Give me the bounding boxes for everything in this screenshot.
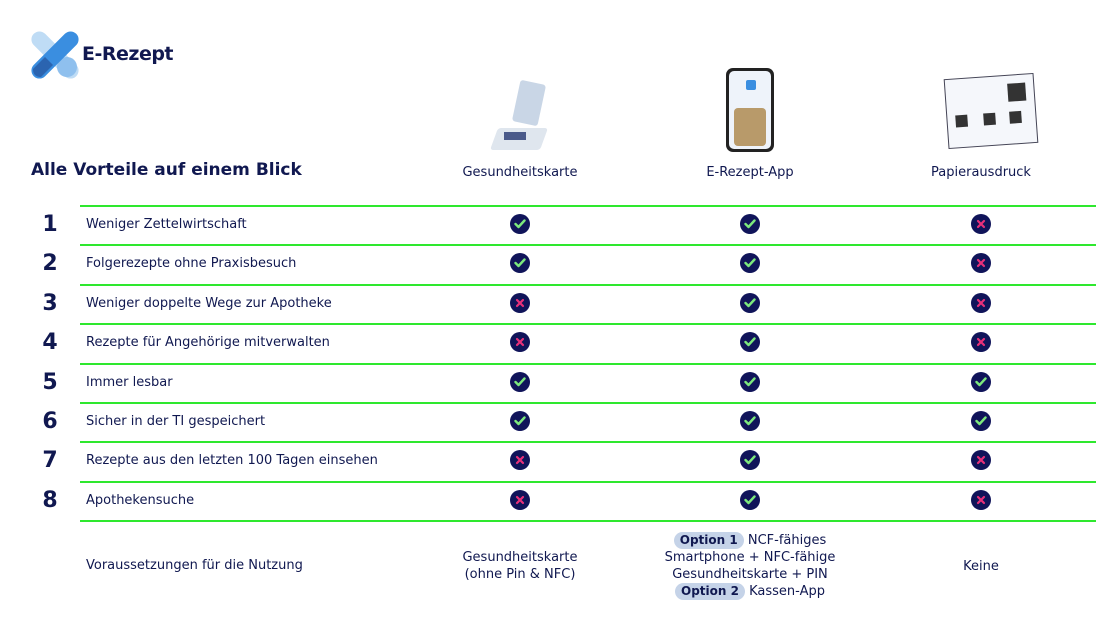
column-header-card: Gesundheitskarte: [462, 165, 578, 180]
requirements-label: Voraussetzungen für die Nutzung: [86, 558, 303, 573]
row-label: Weniger Zettelwirtschaft: [86, 217, 247, 232]
divider: [80, 402, 1096, 404]
paper-printout-image: [943, 72, 1039, 150]
row-number: 2: [42, 251, 58, 277]
row-number: 8: [42, 487, 58, 513]
page-title: Alle Vorteile auf einem Blick: [31, 160, 302, 180]
column-header-app: E-Rezept-App: [706, 165, 794, 180]
check-icon: [740, 450, 760, 471]
brand-name: E-Rezept: [82, 43, 174, 65]
divider: [80, 283, 1096, 286]
option-1-text: NCF-fähiges: [747, 533, 827, 548]
row-label: Weniger doppelte Wege zur Apotheke: [86, 295, 332, 311]
cross-icon: [510, 489, 530, 510]
row-label: Folgerezepte ohne Praxisbesuch: [86, 256, 297, 272]
check-icon: [740, 332, 760, 353]
cross-icon: [510, 292, 530, 313]
divider: [80, 362, 1096, 365]
smartphone-image: [726, 68, 774, 152]
check-icon: [510, 411, 530, 431]
cross-icon: [971, 214, 991, 234]
e-rezept-logo: [31, 31, 79, 79]
option-2-badge: Option 2: [675, 583, 745, 600]
req-app-line: Gesundheitskarte + PIN: [672, 567, 828, 582]
check-icon: [971, 371, 991, 392]
option-1-badge: Option 1: [673, 532, 744, 549]
check-icon: [740, 371, 760, 392]
check-icon: [740, 292, 760, 313]
check-icon: [740, 214, 760, 234]
row-label: Rezepte für Angehörige mitverwalten: [86, 335, 330, 351]
divider: [80, 441, 1096, 444]
check-icon: [740, 411, 760, 431]
cross-icon: [971, 253, 991, 274]
divider: [80, 520, 1096, 522]
check-icon: [971, 411, 991, 431]
row-label: Rezepte aus den letzten 100 Tagen einseh…: [86, 453, 378, 469]
column-header-paper: Papierausdruck: [931, 165, 1031, 180]
cross-icon: [971, 292, 991, 313]
row-label: Sicher in der TI gespeichert: [86, 414, 266, 429]
divider: [80, 205, 1096, 207]
req-card-line: Gesundheitskarte: [462, 550, 578, 565]
requirements-app: Option 1 NCF-fähiges Smartphone + NFC-fä…: [630, 532, 870, 600]
cross-icon: [510, 332, 530, 353]
req-card-line: (ohne Pin & NFC): [464, 567, 576, 582]
check-icon: [510, 214, 530, 234]
check-icon: [510, 371, 530, 392]
option-2-text: Kassen-App: [749, 584, 825, 599]
check-icon: [740, 489, 760, 510]
card-terminal-image: [488, 78, 554, 158]
divider: [80, 244, 1096, 247]
row-label: Apothekensuche: [86, 492, 195, 508]
row-number: 1: [42, 212, 58, 237]
divider: [80, 323, 1096, 326]
row-label: Immer lesbar: [86, 374, 173, 390]
cross-icon: [971, 332, 991, 353]
row-number: 3: [42, 290, 58, 316]
cross-icon: [971, 450, 991, 471]
check-icon: [740, 253, 760, 274]
row-number: 5: [42, 369, 58, 395]
row-number: 6: [42, 409, 58, 434]
check-icon: [510, 253, 530, 274]
requirements-card: Gesundheitskarte (ohne Pin & NFC): [420, 549, 620, 583]
cross-icon: [971, 489, 991, 510]
row-number: 4: [42, 330, 58, 356]
row-number: 7: [42, 448, 58, 474]
cross-icon: [510, 450, 530, 471]
req-app-line: Smartphone + NFC-fähige: [664, 550, 836, 565]
requirements-paper: Keine: [963, 559, 999, 574]
divider: [80, 480, 1096, 483]
